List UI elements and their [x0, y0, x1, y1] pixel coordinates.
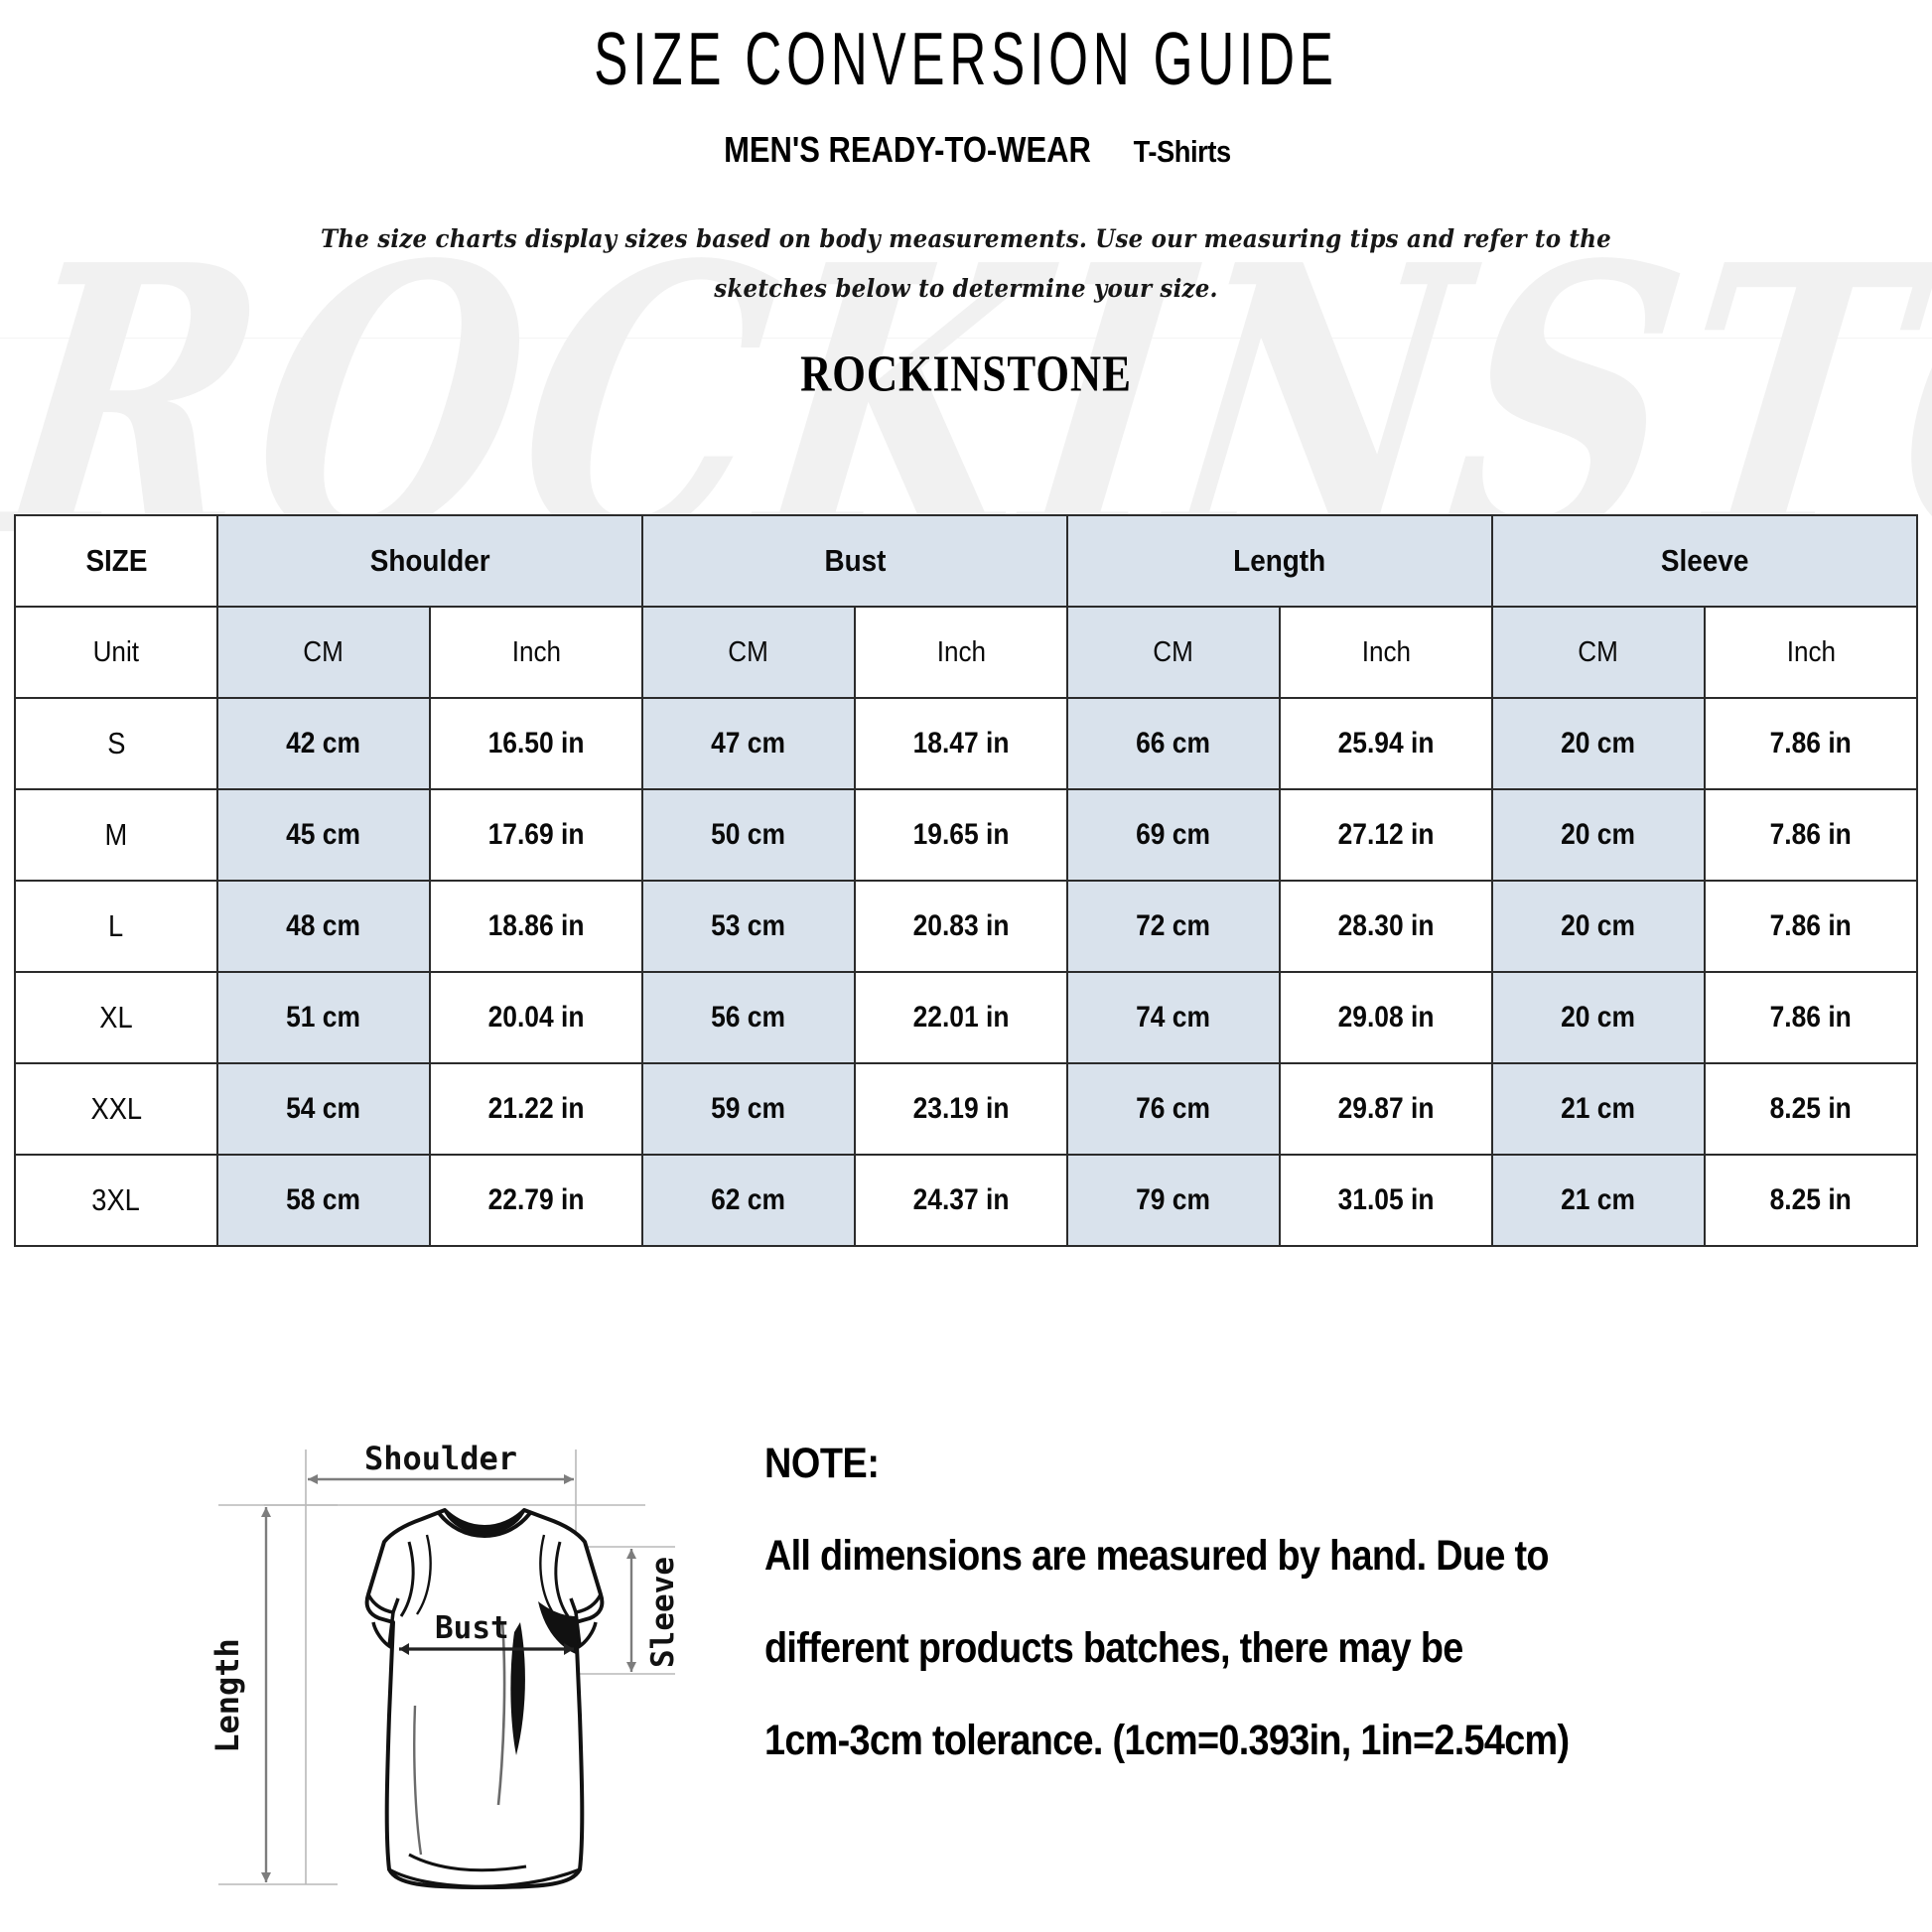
size-conversion-table: SIZE Shoulder Bust Length Sleeve Unit CM… — [14, 514, 1919, 1247]
note-title: NOTE: — [764, 1440, 880, 1487]
shoulder-label-text: Shoulder — [364, 1440, 517, 1477]
cell-bust-inch: 20.83 in — [853, 880, 1069, 973]
cell-sleeve-inch: 7.86 in — [1704, 788, 1919, 882]
header-cell-bust: Bust — [640, 514, 1069, 608]
cell-shoulder-inch: 20.04 in — [429, 971, 643, 1064]
note-line-1: All dimensions are measured by hand. Due… — [764, 1532, 1550, 1580]
cell-length-cm: 72 cm — [1066, 880, 1282, 973]
header-cell-size: SIZE — [14, 514, 218, 608]
cell-size: S — [14, 697, 218, 790]
cell-sleeve-inch: 8.25 in — [1704, 1062, 1919, 1156]
unit-cell-sleeve-inch: Inch — [1704, 606, 1919, 699]
cell-length-cm: 79 cm — [1066, 1154, 1282, 1247]
unit-cell-sleeve-cm: CM — [1491, 606, 1707, 699]
cell-bust-inch: 23.19 in — [853, 1062, 1069, 1156]
table-row: XXL 54 cm 21.22 in 59 cm 23.19 in 76 cm … — [14, 1062, 1919, 1156]
cell-length-cm: 74 cm — [1066, 971, 1282, 1064]
cell-shoulder-cm: 48 cm — [216, 880, 431, 973]
cell-size: XL — [14, 971, 218, 1064]
cell-sleeve-inch: 8.25 in — [1704, 1154, 1919, 1247]
cell-sleeve-inch: 7.86 in — [1704, 971, 1919, 1064]
unit-cell-shoulder-cm: CM — [216, 606, 431, 699]
cell-bust-inch: 18.47 in — [853, 697, 1069, 790]
cell-shoulder-inch: 16.50 in — [429, 697, 643, 790]
note-line-3: 1cm-3cm tolerance. (1cm=0.393in, 1in=2.5… — [764, 1717, 1570, 1764]
cell-size: L — [14, 880, 218, 973]
cell-length-inch: 29.87 in — [1279, 1062, 1494, 1156]
note-block: NOTE: All dimensions are measured by han… — [764, 1440, 1896, 1765]
cell-shoulder-cm: 58 cm — [216, 1154, 431, 1247]
cell-sleeve-cm: 21 cm — [1491, 1062, 1707, 1156]
note-title-row: NOTE: — [764, 1440, 1896, 1488]
unit-cell-shoulder-inch: Inch — [429, 606, 643, 699]
header-cell-length: Length — [1066, 514, 1494, 608]
cell-length-cm: 76 cm — [1066, 1062, 1282, 1156]
cell-bust-cm: 47 cm — [641, 697, 856, 790]
cell-sleeve-cm: 20 cm — [1491, 880, 1707, 973]
unit-cell-label: Unit — [14, 606, 218, 699]
cell-bust-inch: 19.65 in — [853, 788, 1069, 882]
page-subtitle: MEN'S READY-TO-WEAR T-Shirts — [0, 129, 1932, 171]
cell-bust-cm: 59 cm — [641, 1062, 856, 1156]
bottom-section: Shoulder Bust Length Sleeve NOTE: All di… — [0, 1408, 1932, 1932]
cell-length-inch: 31.05 in — [1279, 1154, 1494, 1247]
unit-cell-bust-inch: Inch — [853, 606, 1069, 699]
unit-cell-length-inch: Inch — [1279, 606, 1494, 699]
cell-length-inch: 29.08 in — [1279, 971, 1494, 1064]
unit-cell-length-cm: CM — [1066, 606, 1282, 699]
table-unit-row: Unit CM Inch CM Inch CM Inch CM Inch — [14, 606, 1919, 699]
cell-sleeve-inch: 7.86 in — [1704, 697, 1919, 790]
cell-bust-cm: 50 cm — [641, 788, 856, 882]
bust-label-text: Bust — [435, 1610, 509, 1646]
length-label-text: Length — [208, 1638, 246, 1753]
subtitle-category: MEN'S READY-TO-WEAR — [724, 129, 1091, 170]
page-title: SIZE CONVERSION GUIDE — [594, 16, 1338, 101]
cell-shoulder-inch: 17.69 in — [429, 788, 643, 882]
cell-length-cm: 69 cm — [1066, 788, 1282, 882]
cell-shoulder-cm: 51 cm — [216, 971, 431, 1064]
cell-bust-inch: 22.01 in — [853, 971, 1069, 1064]
cell-shoulder-inch: 22.79 in — [429, 1154, 643, 1247]
cell-bust-inch: 24.37 in — [853, 1154, 1069, 1247]
note-line-2: different products batches, there may be — [764, 1624, 1463, 1672]
cell-length-inch: 28.30 in — [1279, 880, 1494, 973]
cell-length-inch: 25.94 in — [1279, 697, 1494, 790]
tshirt-measurement-diagram: Shoulder Bust Length Sleeve — [179, 1418, 735, 1924]
cell-shoulder-inch: 18.86 in — [429, 880, 643, 973]
brand-name: ROCKINSTONE — [800, 345, 1132, 403]
page-root: SIZE CONVERSION GUIDE MEN'S READY-TO-WEA… — [0, 0, 1932, 403]
table-row: XL 51 cm 20.04 in 56 cm 22.01 in 74 cm 2… — [14, 971, 1919, 1064]
table-row: S 42 cm 16.50 in 47 cm 18.47 in 66 cm 25… — [14, 697, 1919, 790]
cell-shoulder-cm: 45 cm — [216, 788, 431, 882]
cell-bust-cm: 56 cm — [641, 971, 856, 1064]
cell-sleeve-cm: 20 cm — [1491, 697, 1707, 790]
table-group-header-row: SIZE Shoulder Bust Length Sleeve — [14, 514, 1919, 608]
sleeve-label-text: Sleeve — [645, 1557, 681, 1668]
description-text: The size charts display sizes based on b… — [321, 224, 1611, 303]
cell-size: 3XL — [14, 1154, 218, 1247]
cell-sleeve-inch: 7.86 in — [1704, 880, 1919, 973]
cell-bust-cm: 53 cm — [641, 880, 856, 973]
cell-sleeve-cm: 20 cm — [1491, 971, 1707, 1064]
subtitle-product: T-Shirts — [1134, 134, 1232, 169]
unit-cell-bust-cm: CM — [641, 606, 856, 699]
cell-shoulder-cm: 54 cm — [216, 1062, 431, 1156]
cell-length-cm: 66 cm — [1066, 697, 1282, 790]
cell-shoulder-inch: 21.22 in — [429, 1062, 643, 1156]
header-cell-sleeve: Sleeve — [1491, 514, 1919, 608]
cell-sleeve-cm: 20 cm — [1491, 788, 1707, 882]
cell-bust-cm: 62 cm — [641, 1154, 856, 1247]
cell-size: M — [14, 788, 218, 882]
table-row: L 48 cm 18.86 in 53 cm 20.83 in 72 cm 28… — [14, 880, 1919, 973]
cell-size: XXL — [14, 1062, 218, 1156]
cell-length-inch: 27.12 in — [1279, 788, 1494, 882]
cell-shoulder-cm: 42 cm — [216, 697, 431, 790]
table-row: 3XL 58 cm 22.79 in 62 cm 24.37 in 79 cm … — [14, 1154, 1919, 1247]
header-cell-shoulder: Shoulder — [216, 514, 643, 608]
cell-sleeve-cm: 21 cm — [1491, 1154, 1707, 1247]
table-row: M 45 cm 17.69 in 50 cm 19.65 in 69 cm 27… — [14, 788, 1919, 882]
